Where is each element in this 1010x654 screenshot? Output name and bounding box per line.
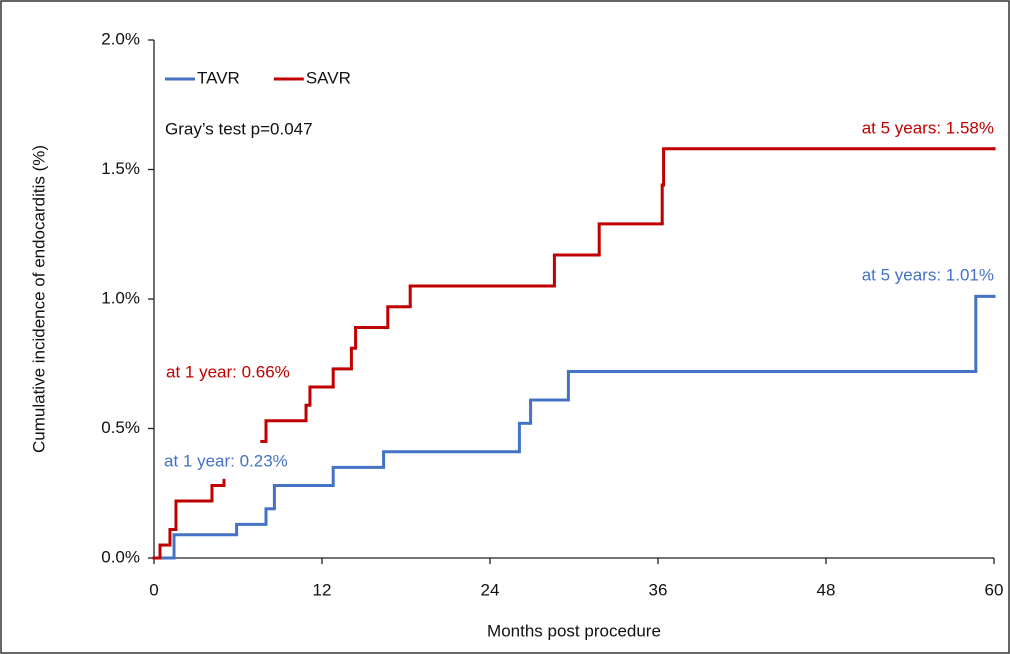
y-tick-label: 2.0% xyxy=(101,29,140,48)
y-tick-label: 0.0% xyxy=(101,547,140,566)
y-tick-label: 1.0% xyxy=(101,288,140,307)
x-axis-label: Months post procedure xyxy=(487,621,661,640)
legend-label: TAVR xyxy=(197,68,240,87)
x-tick-label: 12 xyxy=(313,580,332,599)
x-tick-label: 60 xyxy=(985,580,1004,599)
annotation: at 1 year: 0.23% xyxy=(164,451,288,470)
annotation: at 1 year: 0.66% xyxy=(166,362,290,381)
x-tick-label: 24 xyxy=(481,580,500,599)
x-tick-label: 36 xyxy=(649,580,668,599)
annotation: Gray’s test p=0.047 xyxy=(165,119,313,138)
x-tick-label: 0 xyxy=(149,580,158,599)
x-tick-label: 48 xyxy=(817,580,836,599)
legend-label: SAVR xyxy=(306,68,351,87)
y-tick-label: 1.5% xyxy=(101,159,140,178)
y-tick-label: 0.5% xyxy=(101,418,140,437)
annotation: at 5 years: 1.01% xyxy=(862,265,994,284)
annotation: at 5 years: 1.58% xyxy=(862,118,994,137)
y-axis-label: Cumulative incidence of endocarditis (%) xyxy=(29,145,48,453)
